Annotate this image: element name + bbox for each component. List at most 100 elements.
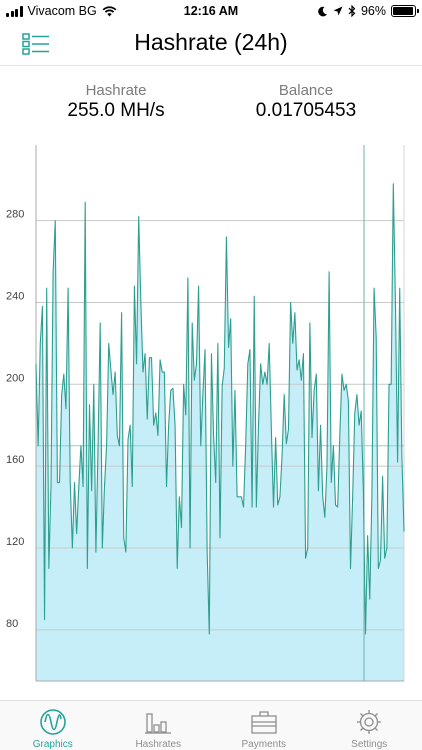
chart-point [42, 306, 43, 307]
chart-point [245, 445, 246, 446]
chart-point [331, 482, 332, 483]
chart-point [277, 504, 278, 505]
chart-point [179, 496, 180, 497]
chart-point [215, 482, 216, 483]
chart-point [82, 486, 83, 487]
carrier-label: Vivacom BG [27, 4, 97, 18]
chart-point [254, 296, 255, 297]
chart-point [70, 482, 71, 483]
chart-point [264, 371, 265, 372]
chart-point [275, 437, 276, 438]
chart-point [403, 531, 404, 532]
chart-point [286, 443, 287, 444]
hashrate-chart[interactable]: 80 120 160 200 240 280 [0, 145, 422, 685]
chart-point [121, 312, 122, 313]
chart-point [59, 482, 60, 483]
chart-ytick-label-80: 80 [6, 618, 18, 630]
chart-point [356, 394, 357, 395]
chart-point [174, 425, 175, 426]
chart-point [354, 412, 355, 413]
chart-series-line [35, 183, 405, 635]
menu-button[interactable] [22, 32, 50, 56]
chart-point [294, 312, 295, 313]
chart-point [44, 619, 45, 620]
bluetooth-icon [348, 5, 356, 17]
chart-point [177, 568, 178, 569]
chart-point [209, 633, 210, 634]
hashrate-stat: Hashrate 255.0 MH/s [26, 82, 206, 122]
chart-point [145, 353, 146, 354]
chart-point [258, 425, 259, 426]
chart-point [147, 418, 148, 419]
chart-point [196, 363, 197, 364]
chart-point [95, 551, 96, 552]
tab-payments[interactable]: Payments [211, 701, 317, 750]
chart-point [243, 506, 244, 507]
chart-point [61, 394, 62, 395]
chart-point [303, 353, 304, 354]
balance-stat: Balance 0.01705453 [216, 82, 396, 122]
chart-point [127, 439, 128, 440]
chart-point [48, 568, 49, 569]
chart-point [151, 357, 152, 358]
status-time: 12:16 AM [183, 4, 239, 18]
chart-point [247, 363, 248, 364]
chart-point [117, 435, 118, 436]
tab-bar: Graphics Hashrates Payments [0, 700, 422, 750]
chart-point [38, 445, 39, 446]
chart-point [273, 506, 274, 507]
chart-point [401, 455, 402, 456]
chart-point [346, 384, 347, 385]
chart-point [46, 288, 47, 289]
chart-point [260, 363, 261, 364]
chart-point [226, 236, 227, 237]
chart-point [149, 357, 150, 358]
tab-hashrates[interactable]: Hashrates [106, 701, 212, 750]
chart-point [185, 414, 186, 415]
balance-value: 0.01705453 [255, 100, 357, 121]
chart-point [123, 537, 124, 538]
chart-ytick-label-200: 200 [6, 372, 24, 384]
chart-point [391, 384, 392, 385]
chart-point [40, 343, 41, 344]
chart-point [157, 435, 158, 436]
chart-point [380, 560, 381, 561]
tab-graphics[interactable]: Graphics [0, 701, 106, 750]
chart-point [53, 271, 54, 272]
chart-point [301, 380, 302, 381]
chart-point [97, 445, 98, 446]
chart-point [324, 517, 325, 518]
chart-point [256, 506, 257, 507]
chart-point [348, 400, 349, 401]
chart-point [309, 322, 310, 323]
chart-point [207, 551, 208, 552]
chart-point [281, 455, 282, 456]
hashrate-label: Hashrate [85, 82, 147, 99]
chart-ytick-label-240: 240 [6, 290, 24, 302]
chart-point [192, 322, 193, 323]
battery-percent: 96% [360, 4, 386, 18]
chart-point [87, 568, 88, 569]
chart-point [279, 496, 280, 497]
chart-point [187, 277, 188, 278]
chart-point [80, 445, 81, 446]
chart-point [266, 384, 267, 385]
chart-point [217, 343, 218, 344]
chart-point [311, 437, 312, 438]
chart-point [100, 322, 101, 323]
chart-point [72, 547, 73, 548]
chart-point [63, 373, 64, 374]
chart-point [373, 288, 374, 289]
chart-point [181, 527, 182, 528]
chart-point [384, 558, 385, 559]
chart-point [198, 285, 199, 286]
chart-point [337, 506, 338, 507]
bar-chart-icon [145, 713, 172, 734]
chart-point [130, 425, 131, 426]
chart-point [271, 429, 272, 430]
chart-point [352, 496, 353, 497]
chart-point [140, 302, 141, 303]
tab-settings[interactable]: Settings [317, 701, 422, 750]
chart-point [292, 343, 293, 344]
chart-point [284, 394, 285, 395]
